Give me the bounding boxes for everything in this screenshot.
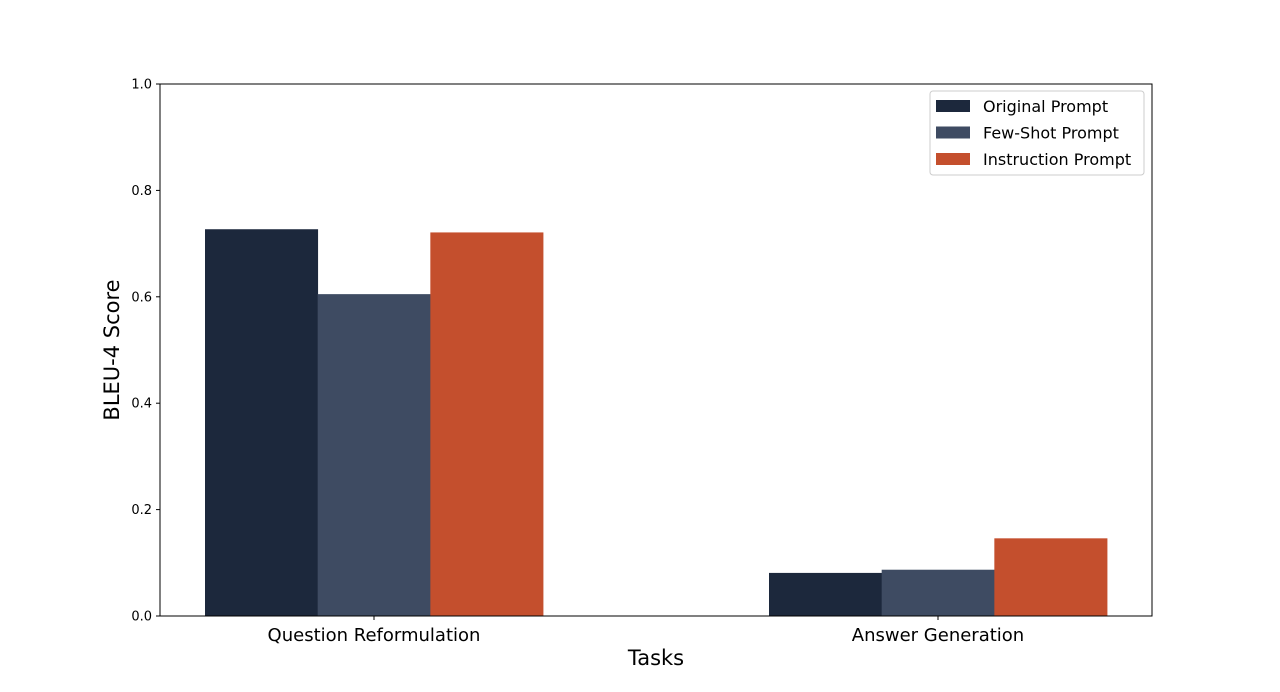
legend-swatch — [936, 153, 970, 165]
y-tick-label: 1.0 — [131, 78, 152, 93]
y-tick-label: 0.8 — [131, 184, 152, 199]
x-tick-label: Question Reformulation — [268, 625, 481, 646]
bars-group — [205, 229, 1108, 617]
bar-few-shot-prompt-question-reformulation — [317, 294, 431, 616]
legend-box — [929, 90, 1145, 176]
bar-few-shot-prompt-answer-generation — [881, 569, 995, 616]
x-axis: Question Reformulation Answer Generation — [268, 616, 1024, 646]
legend-label: Few-Shot Prompt — [983, 124, 1119, 143]
bar-instruction-prompt-question-reformulation — [430, 232, 544, 617]
y-tick-label: 0.6 — [131, 290, 152, 305]
legend: Original Prompt Few-Shot Prompt Instructio… — [929, 90, 1145, 176]
legend-swatch — [936, 126, 970, 139]
legend-swatch — [936, 100, 970, 112]
y-tick-label: 0.2 — [131, 503, 152, 518]
bar-original-prompt-question-reformulation — [205, 229, 319, 616]
bar-original-prompt-answer-generation — [769, 572, 883, 616]
y-tick-label: 0.0 — [131, 610, 152, 625]
y-tick-label: 0.4 — [131, 397, 152, 412]
x-tick-label: Answer Generation — [852, 625, 1024, 646]
legend-label: Original Prompt — [983, 97, 1108, 116]
y-axis: 0.0 0.2 0.4 0.6 0.8 1.0 — [131, 78, 160, 625]
legend-label: Instruction Prompt — [983, 150, 1131, 169]
plot-frame — [159, 83, 1153, 617]
bar-instruction-prompt-answer-generation — [994, 538, 1108, 616]
x-axis-title: Tasks — [627, 646, 684, 670]
y-axis-title: BLEU-4 Score — [100, 279, 124, 420]
